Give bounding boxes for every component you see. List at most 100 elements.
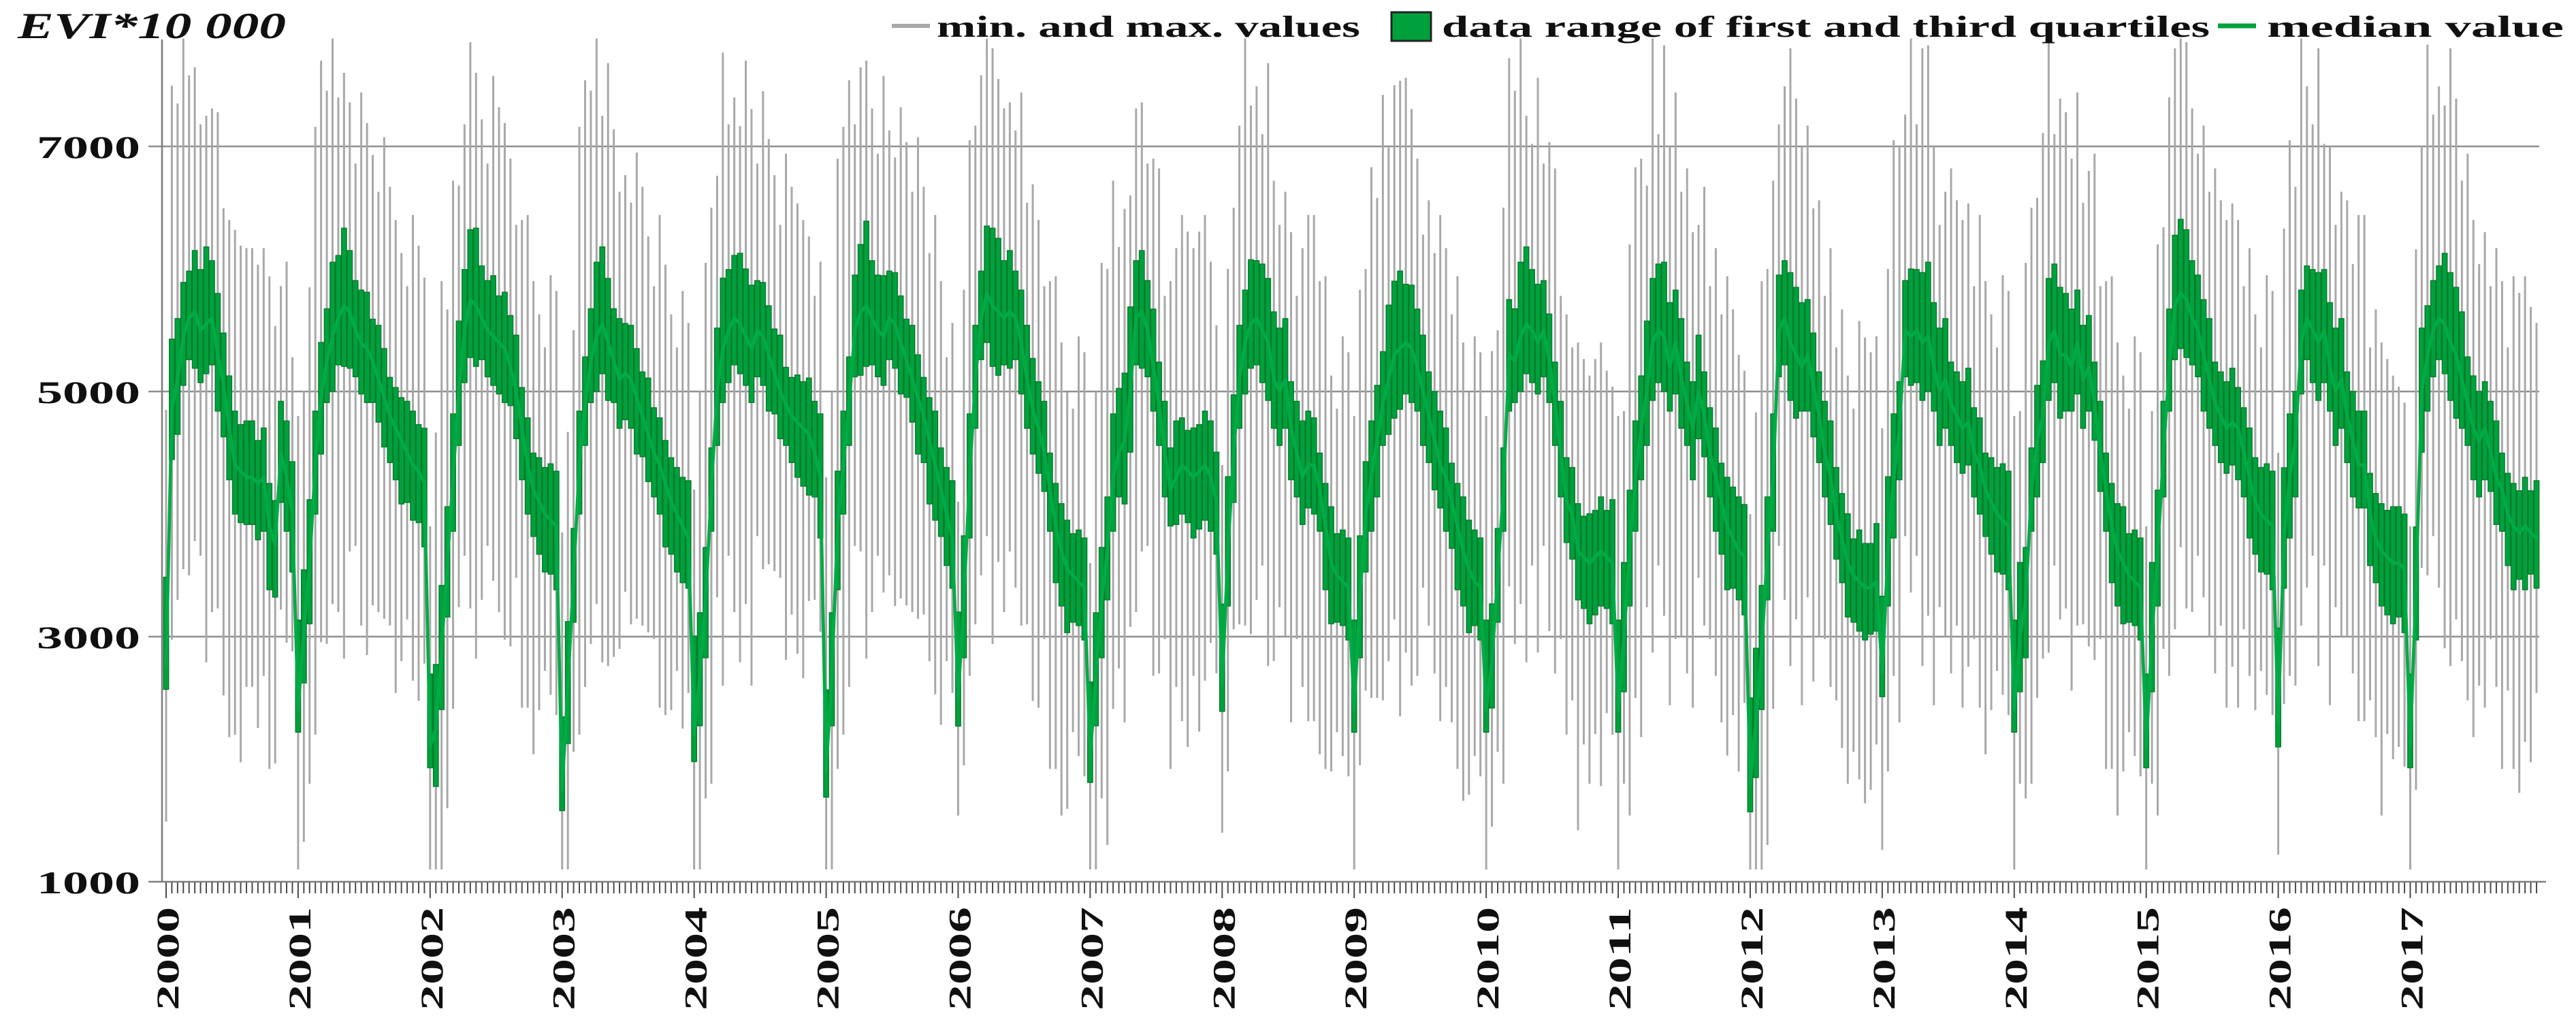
iqr-bar [2516,490,2523,580]
iqr-bar [1185,430,1191,524]
iqr-bar [1190,427,1197,539]
iqr-bar [1402,283,1409,395]
iqr-bar [1133,260,1140,366]
iqr-bar [2177,219,2184,349]
iqr-bar [2436,265,2443,360]
iqr-bar [1592,509,1598,616]
year-label-2004: 2004 [679,907,714,1010]
iqr-bar [209,260,215,366]
year-label-2015: 2015 [2131,907,2166,1010]
iqr-bar [731,255,738,366]
iqr-bar [2441,253,2448,374]
iqr-bar [1523,246,1530,374]
year-label-2009: 2009 [1338,907,1374,1010]
median-line [164,291,2539,792]
iqr-bar [1064,520,1071,633]
iqr-bar [1116,387,1122,498]
iqr-bar [1517,261,1524,392]
iqr-bar [1248,259,1254,369]
iqr-bar [737,253,743,374]
iqr-bar [243,420,250,526]
iqr-bar [191,250,198,369]
iqr-bar [989,227,996,367]
iqr-bar [1850,538,1857,623]
iqr-bar [1661,261,1667,392]
year-label-2017: 2017 [2395,907,2430,1010]
year-label-2000: 2000 [150,907,186,1010]
iqr-bar [1914,269,1920,383]
iqr-bar [743,268,749,386]
year-label-2012: 2012 [1735,907,1770,1010]
year-label-2005: 2005 [811,907,846,1010]
year-label-2002: 2002 [415,907,450,1010]
iqr-bar [1782,260,1788,366]
iqr-bar [542,466,548,573]
legend: min. and max. values data range of first… [892,10,2564,44]
iqr-bar [1138,250,1145,369]
y-tick-label-3000: 3000 [37,620,140,656]
iqr-bar [255,440,261,541]
y-tick-label-1000: 1000 [37,865,140,901]
iqr-bar [203,246,210,374]
iqr-bar [1907,268,1914,386]
legend-item-iqr: data range of first and third quartiles [1390,10,2210,44]
iqr-bar [1925,261,1931,392]
iqr-bar [1001,260,1008,366]
iqr-bar [995,238,1001,376]
plot-area: 7000 5000 3000 1000 2000 2001 2002 2003 2004 2005… [37,38,2546,1010]
iqr-bar [984,225,991,343]
iqr-bar [1305,411,1312,509]
iqr-bar [1942,318,1949,429]
iqr-bar [2476,391,2483,498]
iqr-bar [472,227,479,367]
y-tick-label-5000: 5000 [37,375,140,411]
iqr-bar [1873,523,1880,632]
year-label-2001: 2001 [283,907,318,1010]
iqr-bar [2384,509,2391,616]
iqr-bar [2085,315,2092,412]
iqr-bar [800,381,807,487]
iqr-bar [2510,483,2517,590]
legend-label-iqr: data range of first and third quartiles [1442,10,2210,44]
iqr-bar [1253,260,1260,366]
iqr-bar [1655,264,1662,383]
iqr-bar [1799,302,1805,412]
iqr-bar [1006,250,1013,369]
year-label-2011: 2011 [1603,907,1638,1010]
legend-label-median: median value [2267,10,2564,44]
iqr-bar [1994,466,2000,573]
iqr-bar [599,246,606,374]
iqr-bar [1695,334,1702,440]
year-label-2013: 2013 [1867,907,1902,1010]
iqr-bar [335,255,342,366]
year-label-2010: 2010 [1470,907,1506,1010]
iqr-bar [398,397,405,505]
iqr-bar [1862,543,1868,641]
year-label-2003: 2003 [547,907,582,1010]
iqr-bar [490,275,496,386]
legend-item-minmax: min. and max. values [892,10,1360,44]
iqr-bar [272,500,278,598]
iqr-bar [1282,318,1289,429]
year-label-2014: 2014 [1999,907,2034,1010]
iqr-bar [593,261,600,392]
iqr-bar [2183,229,2190,358]
year-label-2008: 2008 [1206,907,1242,1010]
iqr-bar [2304,265,2311,360]
iqr-bar [2321,269,2328,383]
iqr-bar [2361,411,2368,509]
iqr-bar [2257,466,2264,573]
year-label-2007: 2007 [1074,907,1110,1010]
y-tick-label-7000: 7000 [37,130,140,165]
iqr-bar [1391,281,1398,419]
iqr-bar [2229,368,2236,466]
iqr-bar [1397,270,1404,410]
iqr-bar [1690,381,1696,481]
iqr-bar [2051,264,2058,383]
year-label-2006: 2006 [942,907,978,1010]
chart-title: EVI*10 000 [17,5,286,46]
iqr-bar [467,229,474,358]
iqr-bar [1581,515,1587,609]
